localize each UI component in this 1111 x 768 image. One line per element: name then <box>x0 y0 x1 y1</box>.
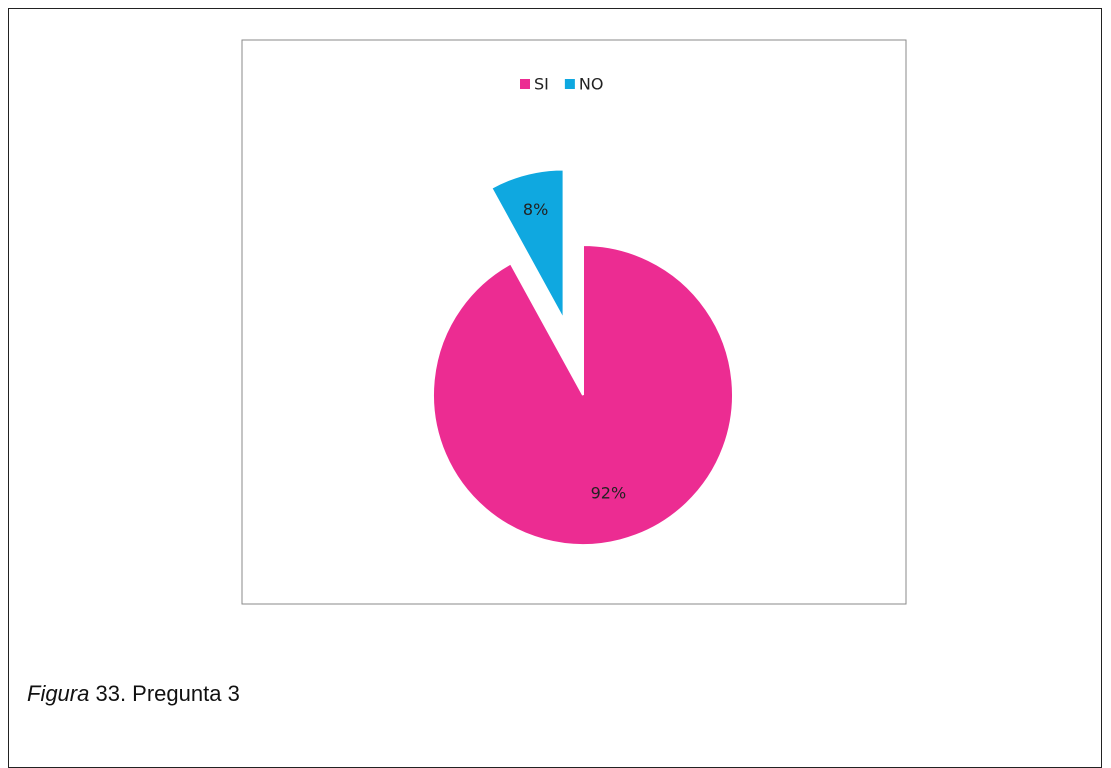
pie-slice <box>432 243 734 546</box>
legend-swatch <box>564 79 575 89</box>
data-label: 92% <box>591 483 627 502</box>
caption-text: 33. Pregunta 3 <box>95 681 240 706</box>
legend-swatch <box>520 79 530 89</box>
caption: Figura 33. Pregunta 3 <box>27 681 240 707</box>
legend-label: SI <box>534 75 549 94</box>
pie-slice <box>489 168 565 320</box>
legend-label: NO <box>579 75 604 94</box>
caption-label: Figura <box>27 681 90 706</box>
data-label: 8% <box>523 200 548 219</box>
chart: 92% 8% SI NO <box>241 39 907 605</box>
